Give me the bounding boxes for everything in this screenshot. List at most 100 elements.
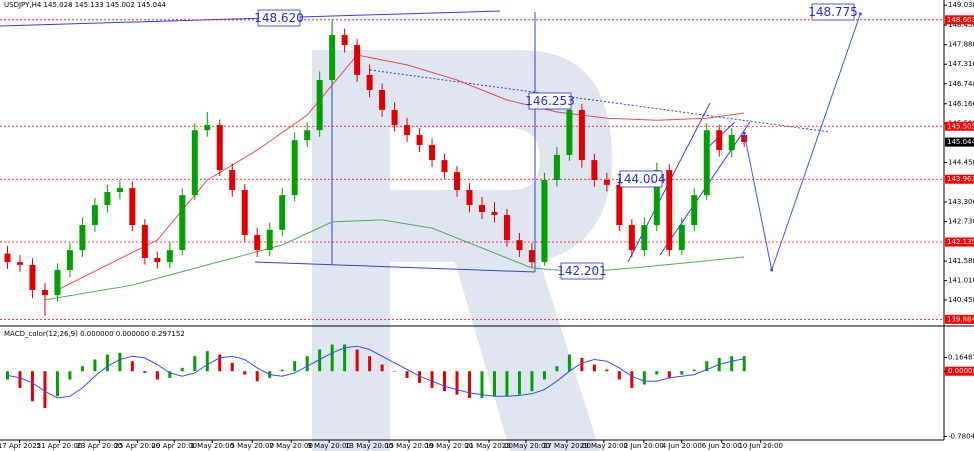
macd-bar	[443, 371, 447, 392]
macd-bar	[55, 371, 59, 397]
watermark	[312, 50, 612, 451]
annotation: 142.201	[557, 264, 607, 278]
candle-body	[503, 215, 510, 241]
x-tick-label: 6 Jun 20:00	[702, 442, 742, 450]
moving-average	[44, 219, 745, 301]
macd-bar	[617, 371, 621, 380]
candle-body	[241, 189, 248, 235]
candle-body	[578, 109, 585, 161]
forecast-point	[770, 268, 774, 272]
candle-body	[641, 225, 648, 251]
forecast-point	[858, 12, 862, 16]
candle-body	[528, 250, 535, 263]
forecast-point	[742, 131, 746, 135]
annotation: 148.775	[808, 5, 858, 19]
candle-body	[4, 253, 11, 263]
candle-body	[141, 225, 148, 259]
candle-body	[678, 225, 685, 251]
y-tick-label: 143.300	[948, 198, 974, 206]
macd-bar	[155, 371, 159, 380]
macd-bar	[105, 354, 109, 372]
candle-body	[628, 225, 635, 251]
macd-bar	[555, 366, 559, 372]
macd-bar	[655, 371, 659, 375]
macd-bar	[630, 371, 634, 388]
candle-body	[304, 130, 311, 141]
y-tick-label: 148.450	[948, 21, 974, 29]
level-label: 143.963	[947, 175, 974, 183]
macd-bar	[305, 356, 309, 372]
annotation: 144.004	[616, 172, 666, 186]
x-tick-label: 2 Jun 20:00	[624, 442, 664, 450]
x-tick-label: 1 May 20:00	[190, 442, 234, 450]
macd-bar	[542, 371, 546, 380]
candle-body	[329, 35, 336, 81]
level-label: 139.884	[947, 315, 974, 323]
candle-body	[229, 170, 236, 190]
macd-bar	[393, 371, 397, 372]
macd-bar	[343, 344, 347, 372]
x-tick-label: 9 May 20:00	[307, 442, 351, 450]
x-tick-label: 5 May 20:00	[230, 442, 274, 450]
x-tick-label: 27 May 20:00	[543, 442, 591, 450]
candle-body	[441, 160, 448, 173]
macd-bar	[567, 354, 571, 372]
candle-body	[354, 45, 361, 75]
y-tick-label: 140.450	[948, 296, 974, 304]
macd-bar	[218, 354, 222, 372]
macd-y-tick-label: 0.000000	[948, 367, 974, 375]
candle-body	[116, 187, 123, 193]
macd-bar	[230, 362, 234, 372]
macd-bar	[18, 371, 22, 388]
x-tick-label: 29 May 20:00	[580, 442, 628, 450]
macd-bar	[168, 371, 172, 378]
candle-body	[666, 170, 673, 251]
macd-bar	[318, 349, 322, 372]
macd-bar	[742, 356, 746, 372]
candle-body	[191, 130, 198, 196]
candle-body	[154, 258, 161, 263]
candle-body	[491, 211, 498, 216]
x-tick-label: 29 Apr 20:00	[151, 442, 197, 450]
candle-body	[703, 130, 710, 196]
candle-body	[741, 135, 748, 143]
x-tick-label: 23 May 20:00	[502, 442, 550, 450]
forecast-line	[743, 13, 861, 272]
macd-bar	[580, 357, 584, 372]
candle-body	[104, 192, 111, 206]
macd-title: MACD_color(12,26,9) 0.000000 0.000000 0.…	[4, 330, 185, 338]
candle-body	[603, 180, 610, 185]
x-tick-label: 17 Apr 2025	[0, 442, 41, 450]
candle-body	[366, 74, 373, 91]
candle-body	[16, 262, 23, 265]
candle-body	[454, 172, 461, 190]
candle-body	[91, 205, 98, 226]
candle-body	[466, 189, 473, 206]
level-label-box	[945, 15, 974, 25]
candle-body	[254, 234, 261, 251]
x-tick-label: 25 Apr 20:00	[115, 442, 161, 450]
y-tick-label: 144.450	[948, 159, 974, 167]
candle-body	[566, 109, 573, 155]
macd-bar	[730, 356, 734, 372]
level-label: 148.603	[947, 16, 974, 24]
level-label-box	[945, 121, 974, 131]
candle-body	[391, 109, 398, 126]
y-tick-label: 142.730	[948, 218, 974, 226]
trendlines	[0, 10, 831, 273]
y-tick-label: 147.310	[948, 60, 974, 68]
candle-body	[66, 250, 73, 271]
macd-bar	[430, 371, 434, 388]
candle-body	[553, 154, 560, 181]
macd-bar	[255, 371, 259, 382]
annotation: 146.253	[525, 94, 575, 108]
candle-body	[591, 160, 598, 181]
x-tick-label: 10 Jun 20:00	[738, 442, 782, 450]
macd-y-tick-label: -0.780489	[948, 432, 974, 440]
macd-bar	[405, 371, 409, 378]
macd-bar	[30, 371, 34, 402]
annotation-box	[560, 262, 604, 280]
chart-title: USDJPY,H4 145.028 145.133 145.002 145.04…	[4, 1, 167, 9]
candle-body	[79, 225, 86, 251]
macd-bar	[692, 369, 696, 372]
